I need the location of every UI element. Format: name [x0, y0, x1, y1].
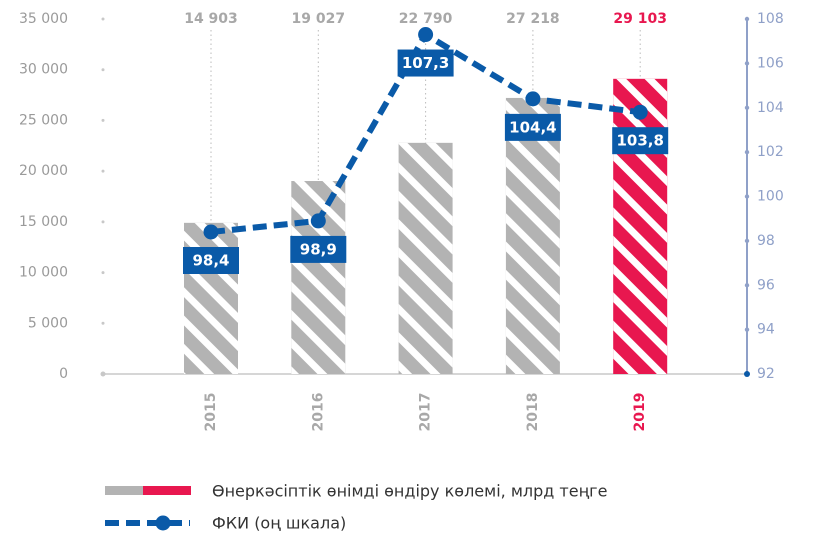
y2-tick-label: 106 — [757, 55, 784, 71]
y-tick-label: 35 000 — [19, 11, 68, 27]
x-tick-label: 2017 — [418, 393, 434, 432]
legend-label: Өнеркәсіптік өнімді өндіру көлемі, млрд … — [212, 482, 607, 501]
y-tick-label: 5 000 — [28, 315, 68, 331]
y-tick-label: 10 000 — [19, 265, 68, 281]
y-tick-mark — [101, 321, 105, 325]
y2-tick-label: 98 — [757, 233, 775, 249]
bar-hatch — [398, 142, 453, 374]
y2-tick-label: 96 — [757, 277, 775, 293]
legend-label: ФКИ (оң шкала) — [212, 514, 346, 533]
line-label-box — [612, 127, 669, 155]
bar-value-label: 19 027 — [292, 11, 346, 27]
y2-tick-label: 94 — [757, 322, 775, 338]
y-tick-mark — [101, 271, 105, 275]
x-tick-label: 2018 — [525, 393, 541, 432]
y-tick-label: 25 000 — [19, 112, 68, 128]
y2-tick-label: 104 — [757, 100, 784, 116]
line-value-label: 98,4 — [192, 252, 229, 270]
y-tick-mark — [100, 371, 106, 377]
y2-tick-label: 108 — [757, 11, 784, 27]
line-value-label: 107,3 — [402, 54, 449, 72]
line-value-label: 103,8 — [616, 132, 663, 150]
y2-tick-mark — [744, 149, 750, 155]
x-tick-label: 2019 — [632, 393, 648, 432]
y2-tick-mark — [744, 238, 750, 244]
y2-tick-mark — [744, 371, 750, 377]
legend-swatch — [105, 486, 143, 495]
line-label-box — [290, 235, 347, 263]
bar-hatch — [184, 222, 238, 374]
legend-dot — [155, 515, 171, 531]
line-value-label: 98,9 — [300, 240, 337, 258]
legend-swatch — [143, 486, 191, 495]
bar-value-label: 29 103 — [613, 11, 667, 27]
y-tick-mark — [101, 169, 105, 173]
bar-hatch — [505, 97, 560, 375]
line-point — [310, 213, 326, 229]
line-point — [632, 104, 648, 120]
y2-tick-label: 100 — [757, 189, 784, 205]
y2-tick-mark — [744, 194, 750, 199]
line-label-box — [397, 49, 454, 77]
y2-tick-mark — [744, 105, 750, 110]
y-tick-mark — [101, 118, 105, 122]
y-tick-label: 30 000 — [19, 62, 68, 78]
y2-tick-mark — [744, 61, 750, 66]
y2-tick-mark — [744, 327, 750, 332]
line-label-box — [183, 247, 239, 274]
y-tick-label: 15 000 — [19, 214, 68, 230]
y-tick-mark — [101, 68, 105, 72]
y2-tick-mark — [744, 283, 750, 288]
line-label-box — [504, 113, 561, 141]
line-point — [418, 27, 434, 43]
bar-hatch — [613, 78, 668, 374]
y-tick-label: 0 — [59, 366, 68, 382]
y-tick-label: 20 000 — [19, 163, 68, 179]
bar-value-label: 27 218 — [506, 11, 560, 27]
y2-tick-label: 92 — [757, 366, 775, 382]
y-tick-mark — [101, 17, 105, 21]
line-value-label: 104,4 — [509, 118, 556, 136]
line-point — [203, 224, 219, 240]
y2-tick-mark — [744, 16, 750, 22]
y-tick-mark — [101, 220, 105, 224]
x-tick-label: 2016 — [310, 393, 326, 432]
bar-hatch — [291, 181, 346, 374]
line-point — [525, 91, 541, 107]
y2-tick-label: 102 — [757, 144, 784, 160]
x-tick-label: 2015 — [203, 393, 219, 432]
bar-value-label: 22 790 — [399, 11, 453, 27]
bar-value-label: 14 903 — [184, 11, 238, 27]
